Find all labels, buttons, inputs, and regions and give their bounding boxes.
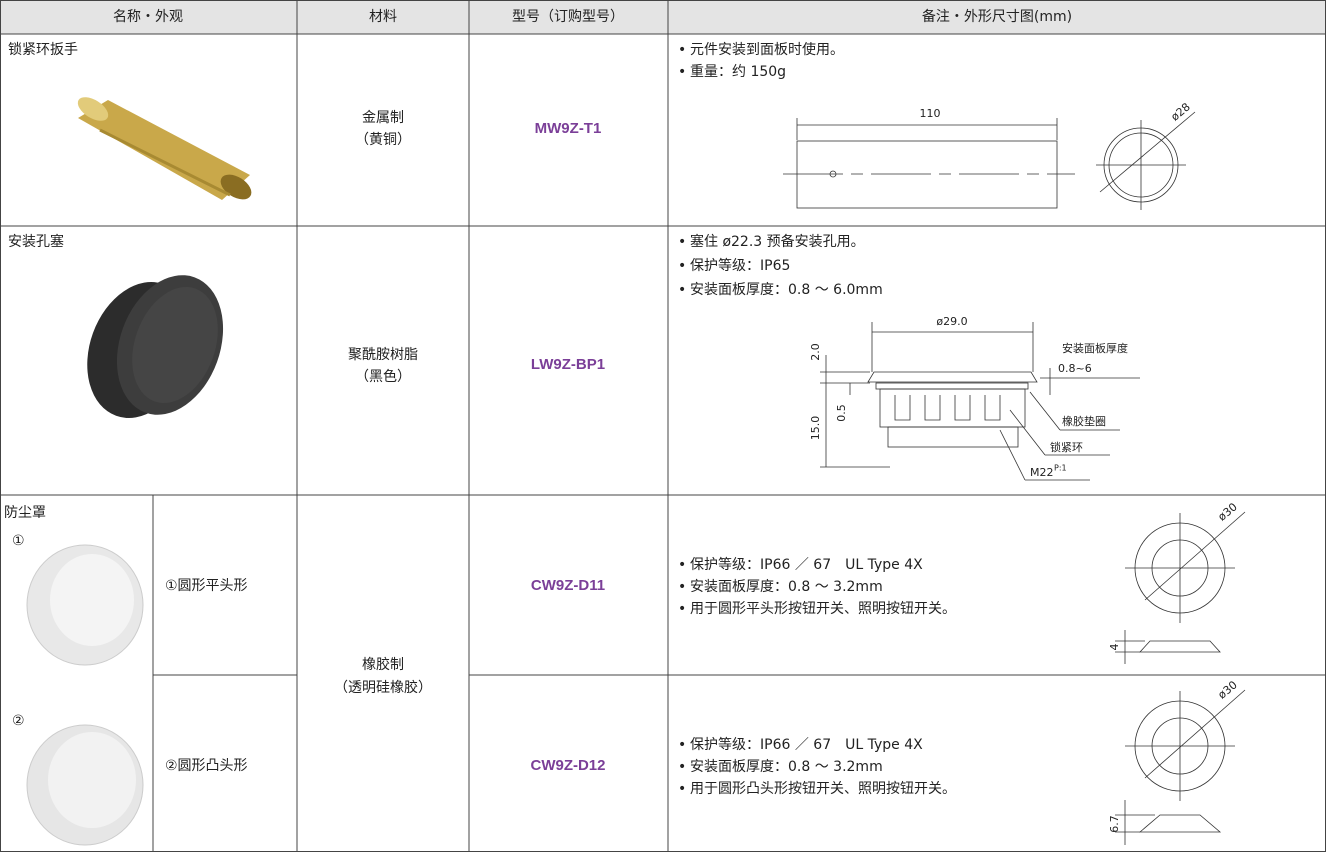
dimension: 15.0 bbox=[809, 416, 822, 441]
model: CW9Z-D12 bbox=[530, 757, 605, 774]
item-name: 防尘罩 bbox=[4, 505, 46, 521]
item-name: ②圆形凸头形 bbox=[165, 758, 248, 774]
cap-drawing bbox=[1115, 689, 1246, 845]
bullet: • bbox=[678, 64, 686, 80]
bullet: • bbox=[678, 781, 686, 797]
note: 塞住 ø22.3 预备安装孔用。 bbox=[690, 233, 865, 250]
bullet: • bbox=[678, 759, 686, 775]
note: 保护等级：IP66 ／ 67 UL Type 4X bbox=[690, 736, 923, 753]
cap-image bbox=[26, 544, 144, 666]
marker: ② bbox=[12, 713, 25, 729]
material: 金属制 bbox=[362, 110, 404, 126]
dimension: 0.8~6 bbox=[1058, 362, 1092, 375]
item-name: ①圆形平头形 bbox=[165, 578, 248, 594]
header-bg bbox=[0, 0, 1326, 34]
bullet: • bbox=[678, 234, 686, 250]
header: 名称・外观 bbox=[113, 9, 183, 25]
dimension: 6.7 bbox=[1108, 815, 1121, 833]
model: MW9Z-T1 bbox=[535, 120, 602, 137]
note: 元件安装到面板时使用。 bbox=[690, 41, 844, 58]
material: （透明硅橡胶） bbox=[334, 679, 432, 696]
bullet: • bbox=[678, 579, 686, 595]
bullet: • bbox=[678, 258, 686, 274]
note: 保护等级：IP66 ／ 67 UL Type 4X bbox=[690, 556, 923, 573]
marker: ① bbox=[12, 533, 25, 549]
bullet: • bbox=[678, 557, 686, 573]
dimension: 110 bbox=[920, 107, 941, 120]
bullet: • bbox=[678, 737, 686, 753]
item-name: 安装孔塞 bbox=[8, 233, 64, 250]
note: 重量：约 150g bbox=[690, 64, 786, 80]
material: 聚酰胺树脂 bbox=[348, 347, 418, 363]
cap-drawing bbox=[1115, 511, 1246, 664]
plug-drawing bbox=[820, 322, 1140, 481]
bullet: • bbox=[678, 282, 686, 298]
note: 保护等级：IP65 bbox=[690, 257, 790, 274]
dimension: 锁紧环 bbox=[1050, 440, 1083, 454]
dimension: M22 bbox=[1030, 466, 1054, 479]
material: 橡胶制 bbox=[362, 656, 404, 673]
header: 型号（订购型号） bbox=[512, 9, 624, 25]
cap-image bbox=[26, 724, 144, 846]
bullet: • bbox=[678, 601, 686, 617]
header: 备注・外形尺寸图(mm) bbox=[922, 8, 1072, 25]
dimension: P:1 bbox=[1054, 464, 1067, 473]
note: 安装面板厚度：0.8 ～ 6.0mm bbox=[690, 282, 883, 298]
header: 材料 bbox=[369, 9, 397, 25]
model: CW9Z-D11 bbox=[531, 577, 605, 594]
material: （黑色） bbox=[355, 368, 411, 385]
wrench-image bbox=[77, 97, 252, 200]
note: 用于圆形平头形按钮开关、照明按钮开关。 bbox=[690, 601, 956, 617]
note: 安装面板厚度：0.8 ～ 3.2mm bbox=[690, 579, 883, 595]
material: （黄铜） bbox=[355, 131, 411, 148]
model: LW9Z-BP1 bbox=[531, 356, 605, 373]
dimension: 安装面板厚度 bbox=[1062, 341, 1128, 355]
dimension: ø29.0 bbox=[936, 315, 967, 328]
note: 安装面板厚度：0.8 ～ 3.2mm bbox=[690, 759, 883, 775]
dimension: 2.0 bbox=[809, 343, 822, 361]
note: 用于圆形凸头形按钮开关、照明按钮开关。 bbox=[690, 781, 956, 797]
plug-image bbox=[87, 275, 224, 418]
bullet: • bbox=[678, 42, 686, 58]
dimension: 橡胶垫圈 bbox=[1062, 414, 1106, 428]
dimension: 4 bbox=[1108, 644, 1121, 651]
dimension: 0.5 bbox=[835, 404, 848, 422]
item-name: 锁紧环扳手 bbox=[8, 42, 78, 58]
wrench-drawing bbox=[783, 111, 1196, 210]
dimension: ø28 bbox=[1169, 100, 1193, 123]
